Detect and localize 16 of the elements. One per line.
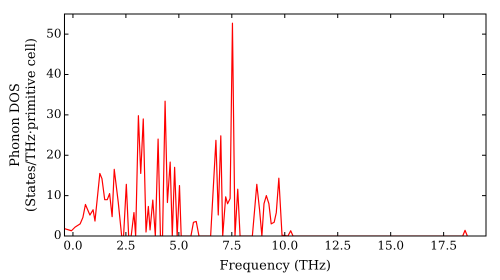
y-axis-title: Phonon DOS (States/THz·primitive cell): [8, 38, 39, 212]
y-tick-label: 20: [46, 147, 62, 162]
y-tick-label: 50: [46, 26, 62, 40]
x-tick-label: 7.5: [222, 238, 242, 252]
x-tick-label: 0.0: [63, 238, 82, 252]
x-tick-label: 12.5: [324, 238, 352, 252]
y-tick-label: 30: [46, 107, 62, 122]
x-tick-label: 17.5: [430, 238, 457, 252]
x-axis-title: Frequency (THz): [220, 258, 331, 274]
x-tick-label: 15.0: [377, 238, 404, 252]
x-tick-label: 5.0: [169, 238, 188, 252]
y-tick-label: 40: [46, 66, 62, 81]
x-tick-label: 2.5: [116, 238, 136, 252]
y-tick-label: 0: [54, 228, 62, 242]
y-tick-label: 10: [46, 188, 62, 202]
x-tick-label: 10.0: [271, 238, 298, 252]
